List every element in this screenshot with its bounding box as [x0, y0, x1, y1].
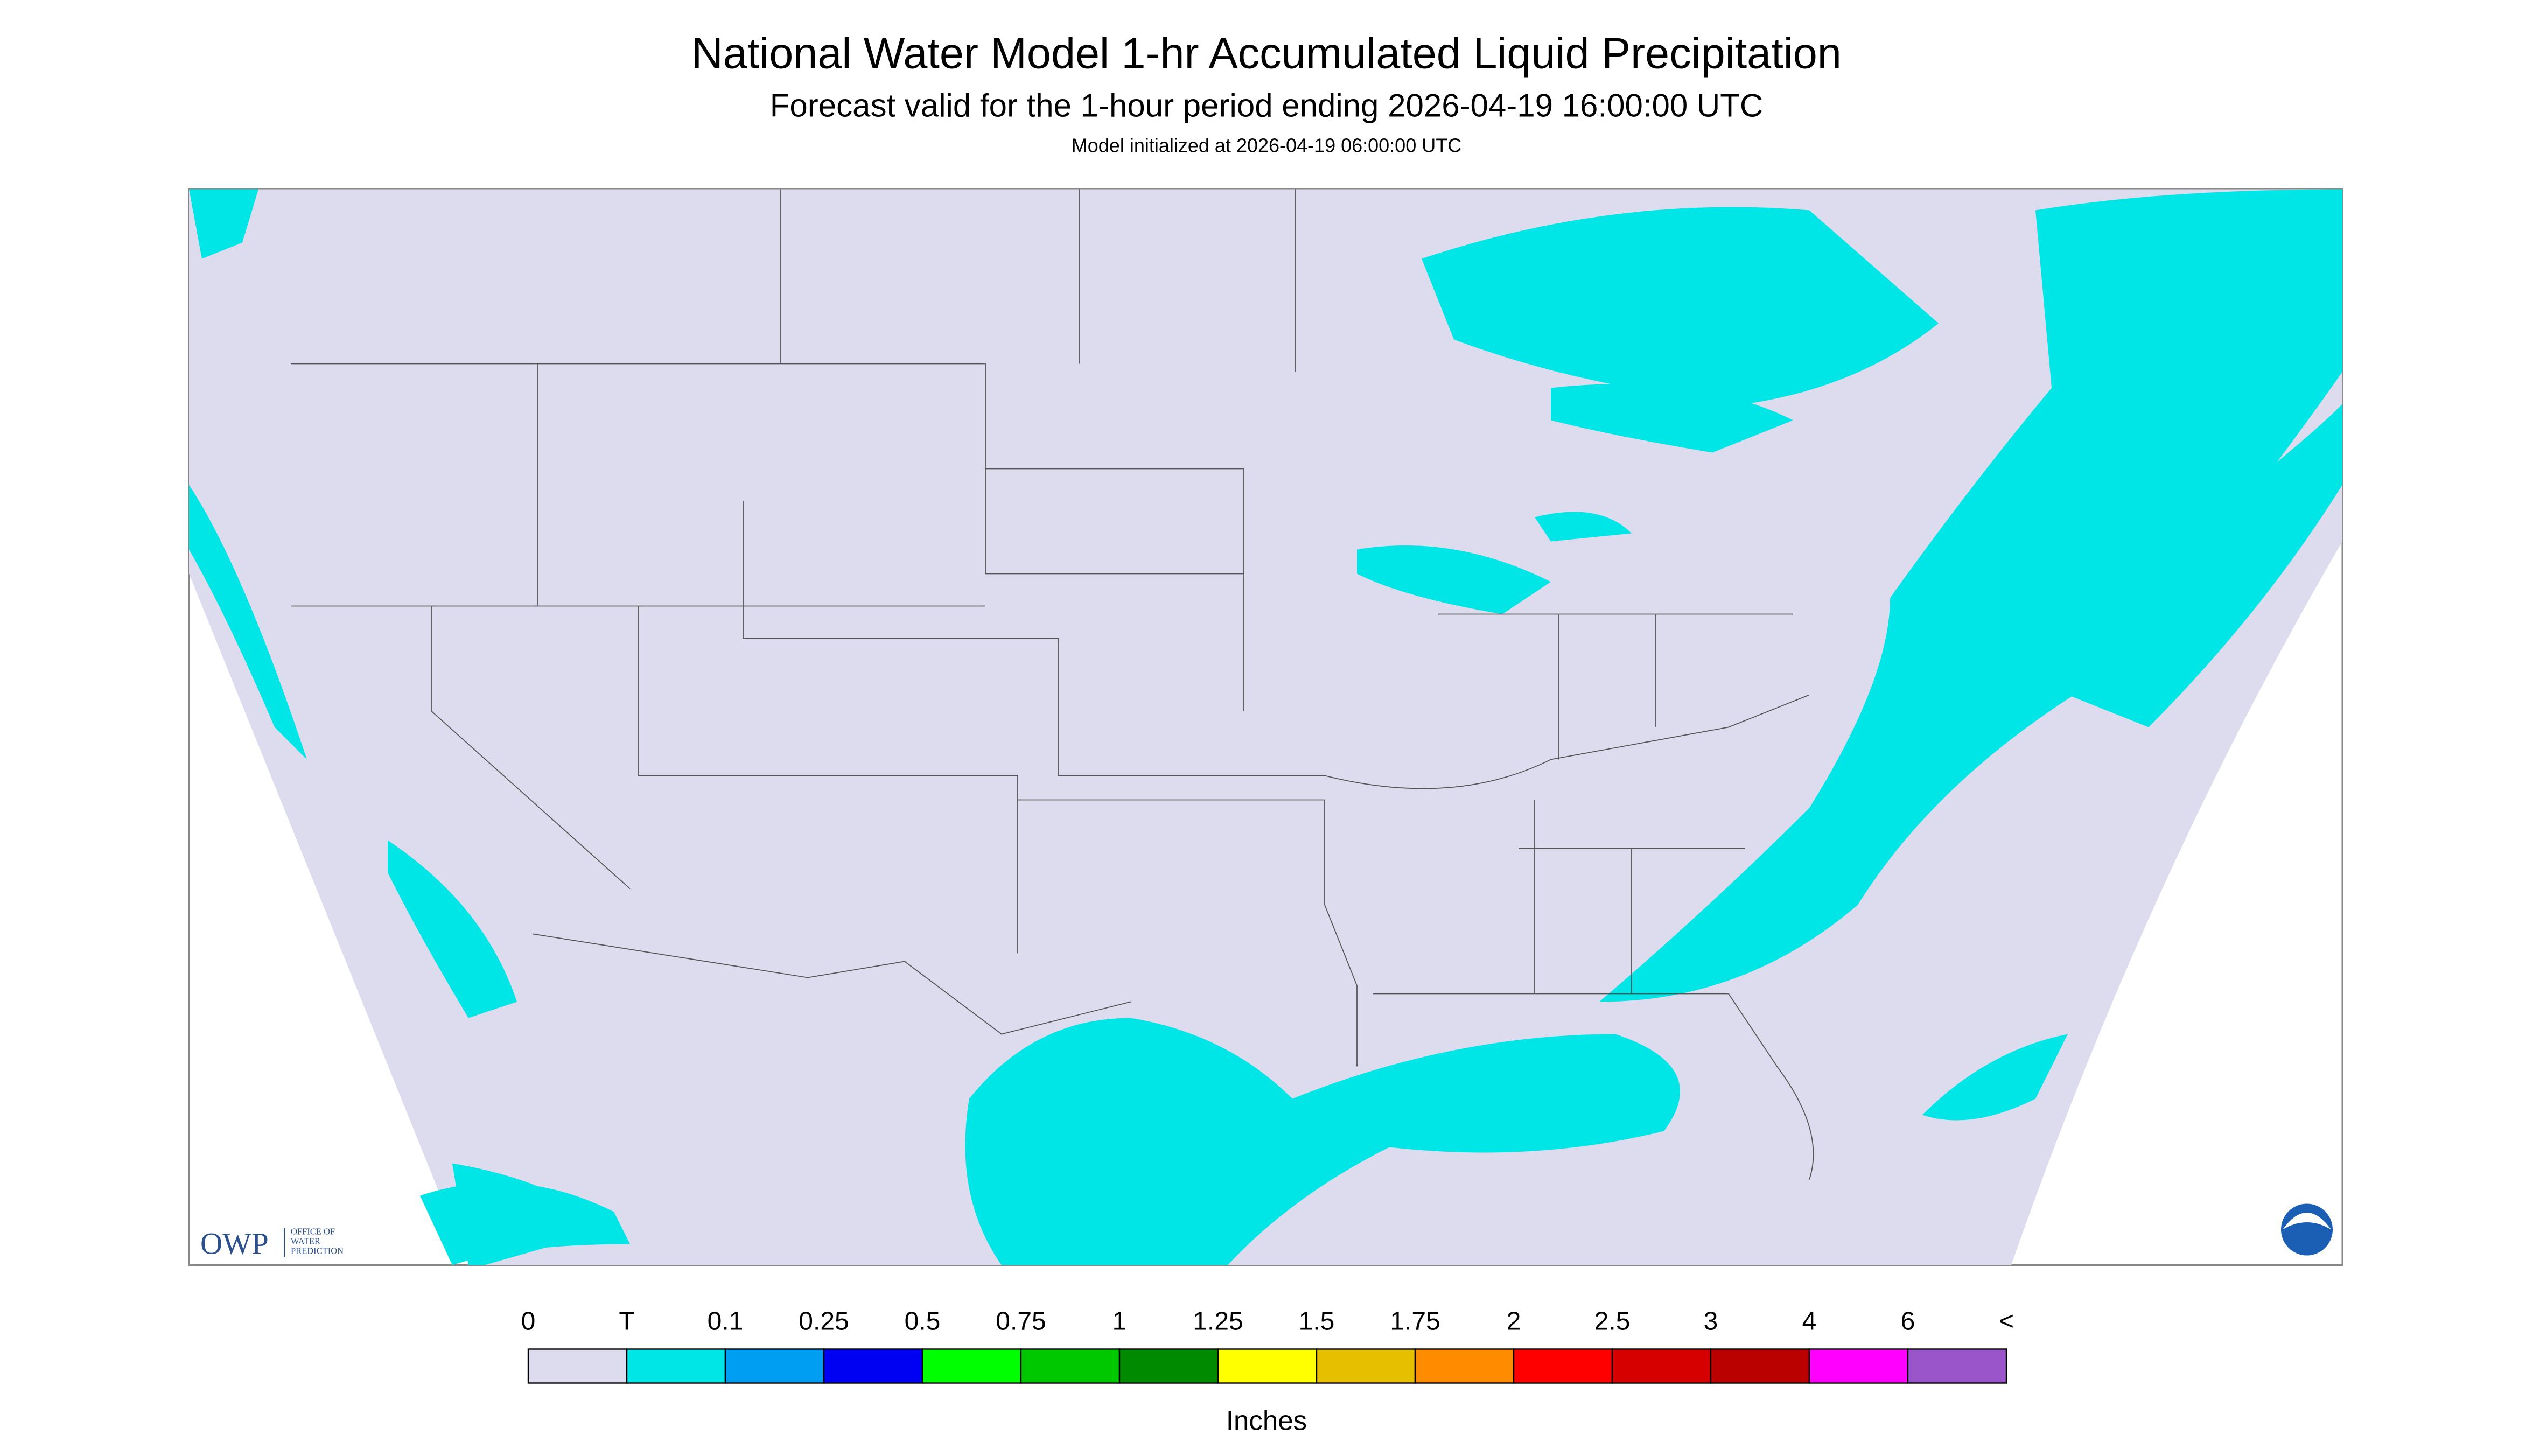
logo-line: OFFICE OF [291, 1227, 335, 1237]
legend-label: 0.25 [799, 1307, 849, 1336]
legend-unit: Inches [1226, 1405, 1307, 1436]
legend-swatch [1808, 1348, 1909, 1384]
legend-label: 3 [1704, 1307, 1718, 1336]
legend-swatch [921, 1348, 1022, 1384]
noaa-circle [2281, 1203, 2333, 1256]
map [188, 188, 2343, 1266]
legend-swatch [1118, 1348, 1219, 1384]
legend-label: 1 [1112, 1307, 1127, 1336]
legend-swatch [626, 1348, 726, 1384]
legend-label: 1.25 [1193, 1307, 1243, 1336]
legend-label: 6 [1901, 1307, 1915, 1336]
precipitation [189, 189, 2342, 1265]
owp-logo: OWP OFFICE OF WATER PREDICTION [200, 1227, 344, 1261]
color-legend: 0 T 0.1 0.25 0.5 0.75 1 1.25 1.5 1.75 2 2.5 3 4 6 < [521, 1307, 2014, 1384]
title: National Water Model 1-hr Accumulated Li… [691, 30, 1842, 78]
noaa-bird [2283, 1213, 2331, 1230]
legend-swatch [527, 1348, 628, 1384]
legend-swatch [1907, 1348, 2007, 1384]
legend-label: T [619, 1307, 634, 1336]
boundaries [291, 189, 1814, 1180]
legend-swatch [1513, 1348, 1613, 1384]
legend-swatch [1710, 1348, 1810, 1384]
legend-swatch [1611, 1348, 1712, 1384]
legend-label: 0.1 [708, 1307, 744, 1336]
legend-label: 4 [1802, 1307, 1817, 1336]
legend-swatch [1414, 1348, 1515, 1384]
legend-swatch [724, 1348, 825, 1384]
logo-line: WATER [291, 1236, 320, 1247]
legend-label: 2.5 [1594, 1307, 1631, 1336]
legend-swatch [1020, 1348, 1121, 1384]
noaa-logo [2281, 1203, 2333, 1256]
legend-swatch [1217, 1348, 1318, 1384]
legend-label: 0.75 [996, 1307, 1046, 1336]
legend-label: 1.5 [1299, 1307, 1335, 1336]
logo-acronym: OWP [200, 1227, 269, 1261]
legend-swatch [823, 1348, 923, 1384]
logo-line: PREDICTION [291, 1246, 344, 1256]
legend-label: 2 [1507, 1307, 1521, 1336]
init-time: Model initialized at 2026-04-19 06:00:00… [1072, 135, 1461, 157]
legend-label: 1.75 [1390, 1307, 1440, 1336]
subtitle: Forecast valid for the 1-hour period end… [770, 88, 1763, 124]
legend-label: 0 [521, 1307, 536, 1336]
domain [189, 189, 2342, 1265]
legend-label: < [1999, 1307, 2014, 1336]
legend-label: 0.5 [905, 1307, 941, 1336]
legend-swatch [1316, 1348, 1416, 1384]
